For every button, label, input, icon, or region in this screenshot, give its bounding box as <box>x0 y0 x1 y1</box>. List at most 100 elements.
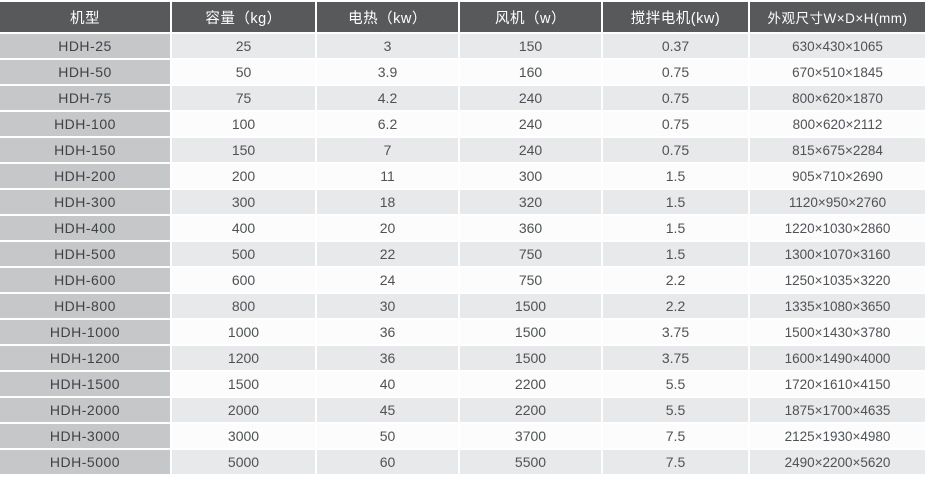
cell-model: HDH-5000 <box>0 450 172 476</box>
cell-mixer-motor: 0.75 <box>603 138 750 164</box>
cell-dimensions: 1120×950×2760 <box>750 190 925 216</box>
table-row: HDH-1500 1500 40 2200 5.5 1720×1610×4150 <box>0 372 925 398</box>
table-row: HDH-1000 1000 36 1500 3.75 1500×1430×3780 <box>0 320 925 346</box>
cell-dimensions: 1250×1035×3220 <box>750 268 925 294</box>
cell-fan: 320 <box>460 190 603 216</box>
cell-mixer-motor: 1.5 <box>603 190 750 216</box>
cell-heating: 20 <box>317 216 460 242</box>
cell-dimensions: 1600×1490×4000 <box>750 346 925 372</box>
cell-fan: 5500 <box>460 450 603 476</box>
cell-fan: 240 <box>460 112 603 138</box>
cell-heating: 22 <box>317 242 460 268</box>
cell-fan: 150 <box>460 34 603 60</box>
cell-model: HDH-600 <box>0 268 172 294</box>
cell-fan: 360 <box>460 216 603 242</box>
cell-capacity: 400 <box>172 216 317 242</box>
cell-heating: 7 <box>317 138 460 164</box>
cell-mixer-motor: 0.37 <box>603 34 750 60</box>
cell-fan: 1500 <box>460 346 603 372</box>
cell-heating: 18 <box>317 190 460 216</box>
cell-capacity: 800 <box>172 294 317 320</box>
cell-model: HDH-25 <box>0 34 172 60</box>
header-model: 机型 <box>0 2 172 34</box>
cell-heating: 6.2 <box>317 112 460 138</box>
table-row: HDH-300 300 18 320 1.5 1120×950×2760 <box>0 190 925 216</box>
table-row: HDH-5000 5000 60 5500 7.5 2490×2200×5620 <box>0 450 925 476</box>
cell-capacity: 5000 <box>172 450 317 476</box>
table-row: HDH-1200 1200 36 1500 3.75 1600×1490×4000 <box>0 346 925 372</box>
cell-mixer-motor: 7.5 <box>603 450 750 476</box>
header-capacity: 容量（kg） <box>172 2 317 34</box>
cell-model: HDH-100 <box>0 112 172 138</box>
cell-heating: 36 <box>317 320 460 346</box>
cell-heating: 3.9 <box>317 60 460 86</box>
cell-capacity: 500 <box>172 242 317 268</box>
table-row: HDH-150 150 7 240 0.75 815×675×2284 <box>0 138 925 164</box>
cell-capacity: 100 <box>172 112 317 138</box>
cell-dimensions: 1335×1080×3650 <box>750 294 925 320</box>
cell-model: HDH-500 <box>0 242 172 268</box>
cell-dimensions: 800×620×1870 <box>750 86 925 112</box>
header-mixer-motor: 搅拌电机(kw) <box>603 2 750 34</box>
cell-fan: 750 <box>460 242 603 268</box>
cell-dimensions: 2490×2200×5620 <box>750 450 925 476</box>
cell-fan: 750 <box>460 268 603 294</box>
cell-heating: 3 <box>317 34 460 60</box>
cell-dimensions: 800×620×2112 <box>750 112 925 138</box>
cell-model: HDH-3000 <box>0 424 172 450</box>
header-dimensions: 外观尺寸W×D×H(mm) <box>750 2 925 34</box>
header-fan: 风机（w） <box>460 2 603 34</box>
cell-mixer-motor: 3.75 <box>603 346 750 372</box>
cell-mixer-motor: 1.5 <box>603 242 750 268</box>
cell-capacity: 1200 <box>172 346 317 372</box>
table-body: HDH-25 25 3 150 0.37 630×430×1065 HDH-50 50 3.9 1… <box>0 34 925 476</box>
cell-heating: 40 <box>317 372 460 398</box>
cell-model: HDH-50 <box>0 60 172 86</box>
cell-fan: 2200 <box>460 372 603 398</box>
table-row: HDH-100 100 6.2 240 0.75 800×620×2112 <box>0 112 925 138</box>
cell-mixer-motor: 1.5 <box>603 164 750 190</box>
cell-dimensions: 670×510×1845 <box>750 60 925 86</box>
cell-model: HDH-150 <box>0 138 172 164</box>
cell-dimensions: 1875×1700×4635 <box>750 398 925 424</box>
cell-model: HDH-1200 <box>0 346 172 372</box>
cell-model: HDH-1000 <box>0 320 172 346</box>
cell-capacity: 1000 <box>172 320 317 346</box>
cell-model: HDH-300 <box>0 190 172 216</box>
cell-dimensions: 815×675×2284 <box>750 138 925 164</box>
cell-heating: 45 <box>317 398 460 424</box>
cell-mixer-motor: 0.75 <box>603 60 750 86</box>
cell-model: HDH-200 <box>0 164 172 190</box>
table-header: 机型 容量（kg） 电热（kw） 风机（w） 搅拌电机(kw) 外观尺寸W×D×… <box>0 2 925 34</box>
cell-heating: 60 <box>317 450 460 476</box>
cell-heating: 30 <box>317 294 460 320</box>
cell-capacity: 150 <box>172 138 317 164</box>
cell-fan: 1500 <box>460 294 603 320</box>
table-row: HDH-3000 3000 50 3700 7.5 2125×1930×4980 <box>0 424 925 450</box>
cell-fan: 240 <box>460 138 603 164</box>
cell-capacity: 200 <box>172 164 317 190</box>
table-row: HDH-50 50 3.9 160 0.75 670×510×1845 <box>0 60 925 86</box>
cell-heating: 50 <box>317 424 460 450</box>
cell-mixer-motor: 1.5 <box>603 216 750 242</box>
cell-fan: 1500 <box>460 320 603 346</box>
cell-fan: 300 <box>460 164 603 190</box>
cell-capacity: 50 <box>172 60 317 86</box>
cell-model: HDH-75 <box>0 86 172 112</box>
cell-mixer-motor: 5.5 <box>603 372 750 398</box>
cell-capacity: 300 <box>172 190 317 216</box>
cell-fan: 3700 <box>460 424 603 450</box>
cell-fan: 160 <box>460 60 603 86</box>
cell-fan: 240 <box>460 86 603 112</box>
cell-mixer-motor: 3.75 <box>603 320 750 346</box>
table-row: HDH-25 25 3 150 0.37 630×430×1065 <box>0 34 925 60</box>
cell-mixer-motor: 2.2 <box>603 268 750 294</box>
cell-dimensions: 630×430×1065 <box>750 34 925 60</box>
cell-dimensions: 905×710×2690 <box>750 164 925 190</box>
cell-mixer-motor: 7.5 <box>603 424 750 450</box>
table-row: HDH-800 800 30 1500 2.2 1335×1080×3650 <box>0 294 925 320</box>
header-heating: 电热（kw） <box>317 2 460 34</box>
cell-mixer-motor: 0.75 <box>603 86 750 112</box>
cell-capacity: 75 <box>172 86 317 112</box>
